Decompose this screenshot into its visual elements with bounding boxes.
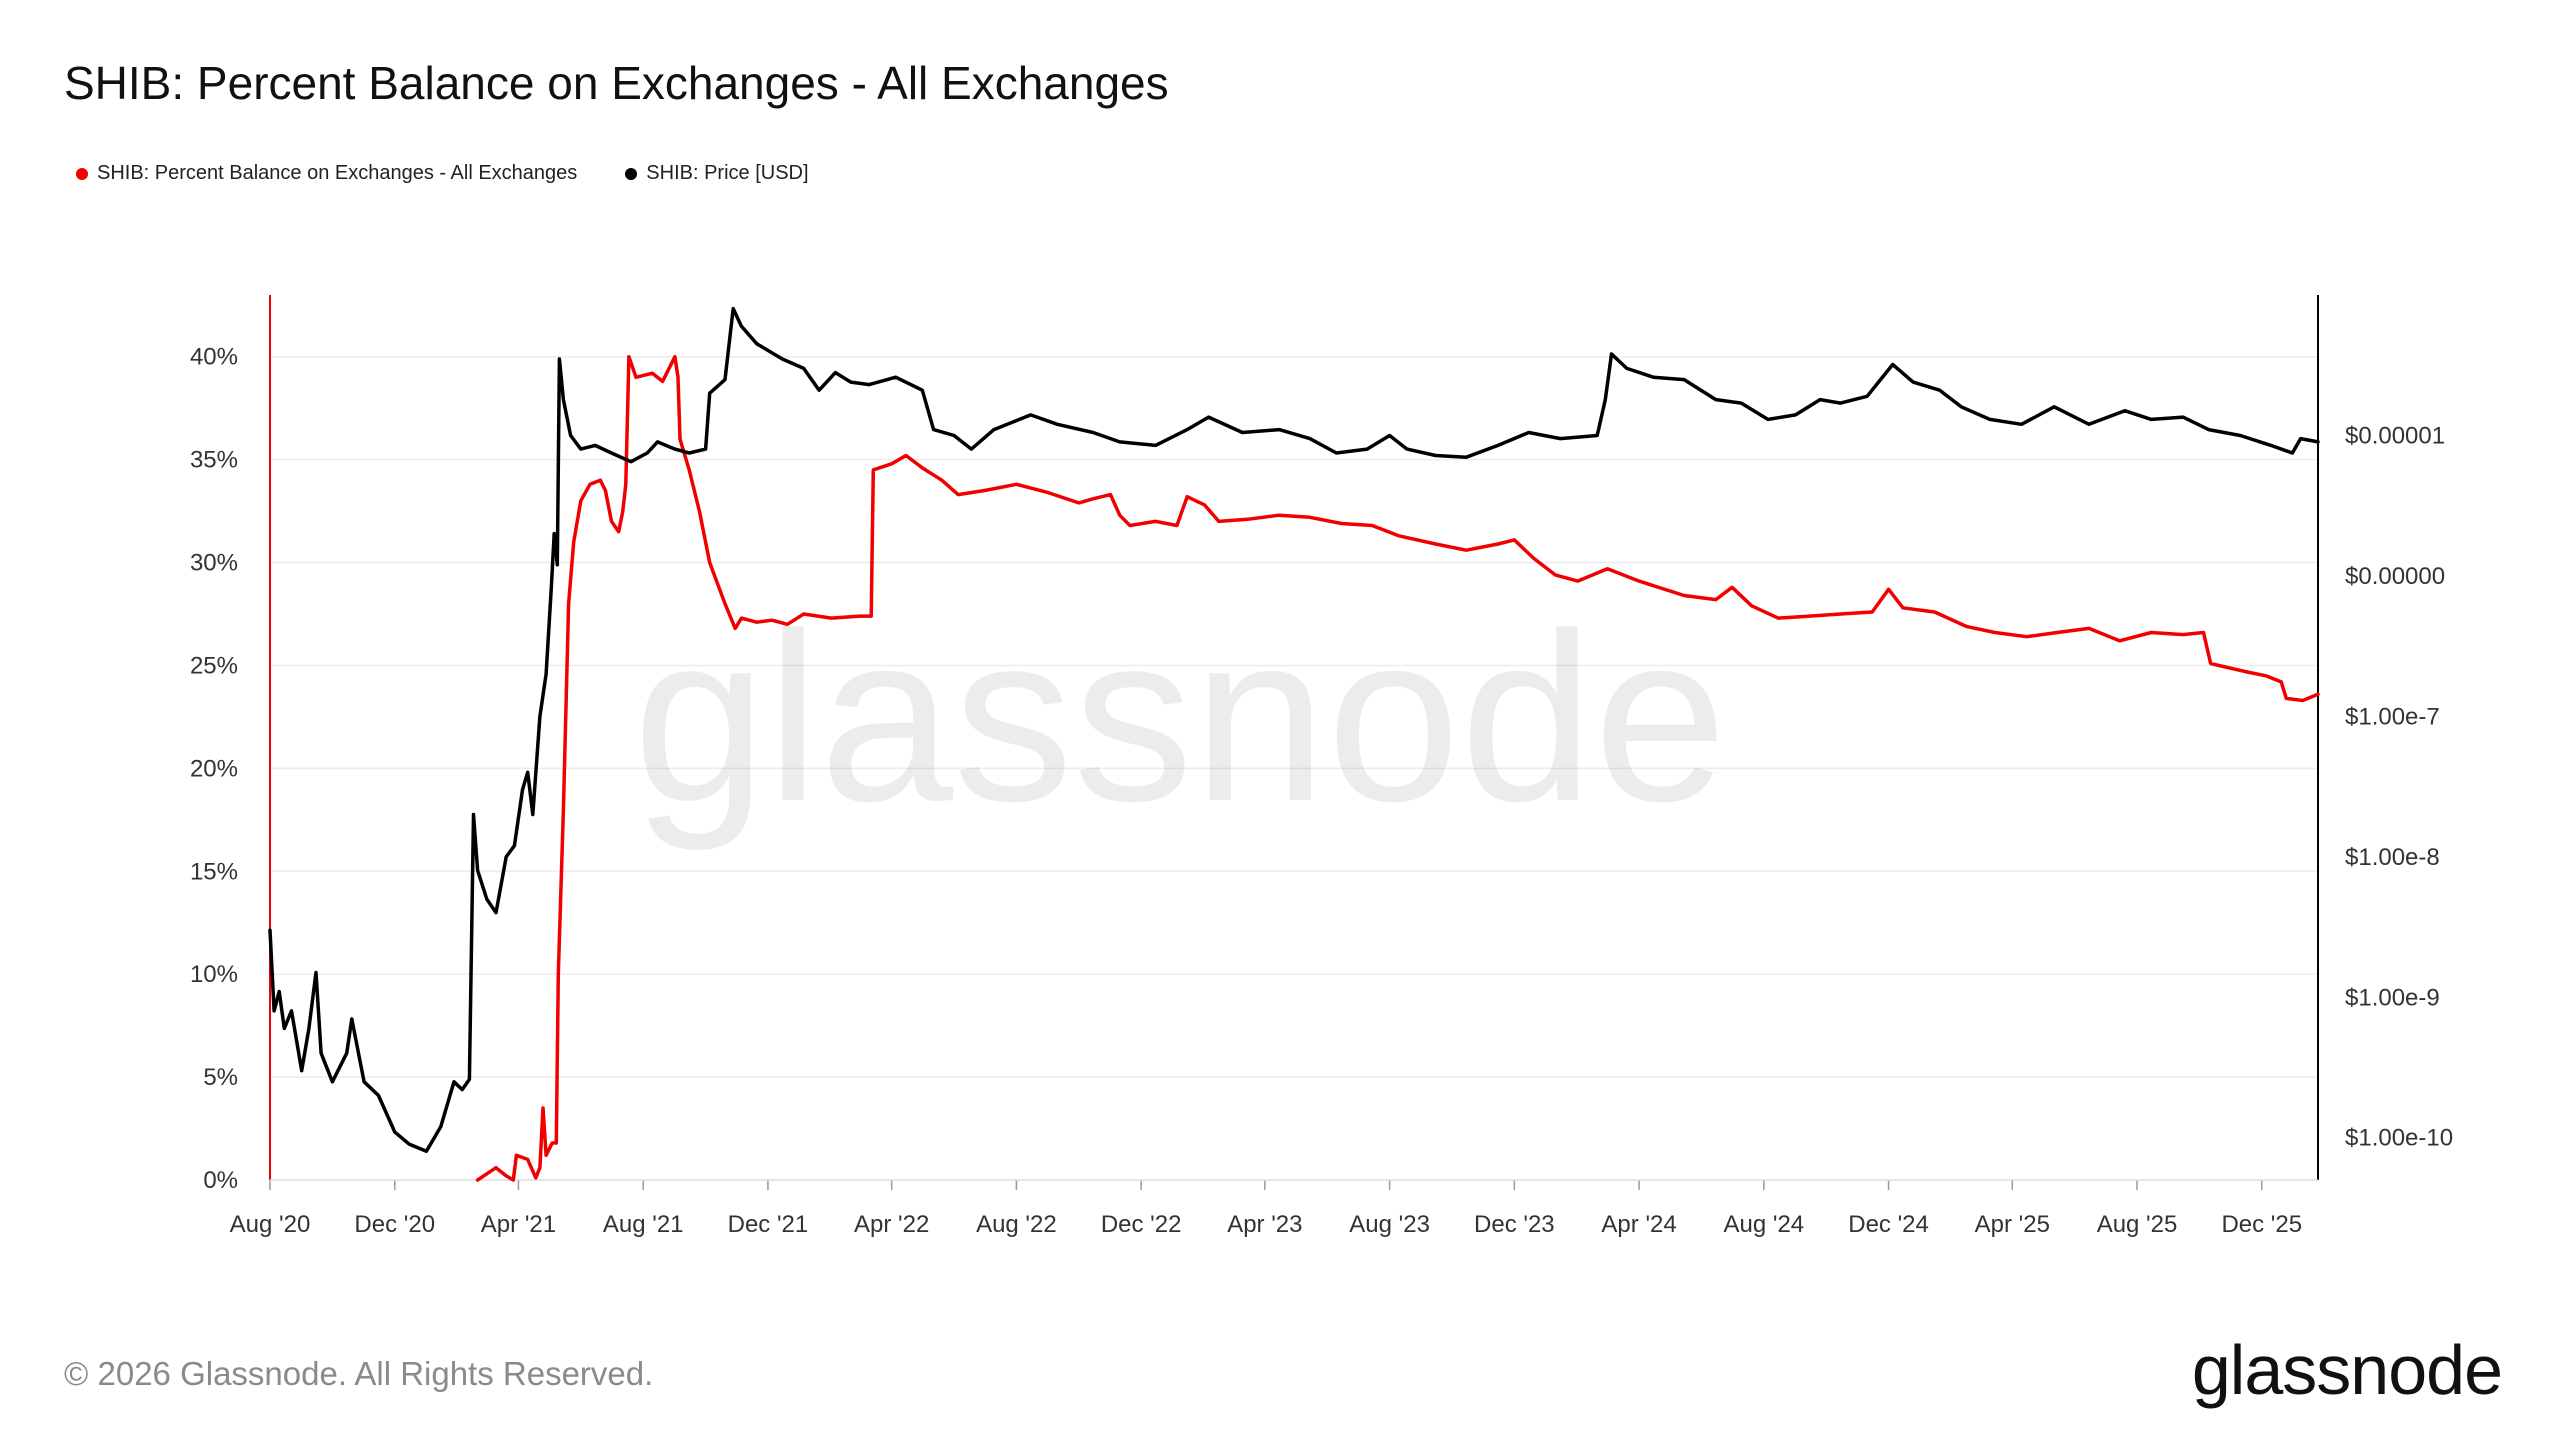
x-tick-label: Aug '23 [1349, 1211, 1430, 1238]
legend-label-balance: SHIB: Percent Balance on Exchanges - All… [97, 162, 578, 184]
x-tick-label: Apr '25 [1975, 1211, 2050, 1238]
y-right-tick-label: $1.00e-8 [2345, 844, 2440, 871]
y-left-tick-label: 40% [190, 344, 238, 371]
y-left-tick-label: 5% [203, 1064, 238, 1091]
watermark-text: glassnode [633, 583, 1727, 851]
y-right-tick-label: $1.00e-7 [2345, 703, 2440, 730]
chart-legend: SHIB: Percent Balance on Exchanges - All… [76, 162, 809, 185]
x-tick-label: Aug '22 [976, 1211, 1057, 1238]
y-right-tick-label: $0.00001 [2345, 422, 2445, 449]
right-axis-tick-labels: $0.00001 $0.00000 $1.00e-7 $1.00e-8 $1.00e-9… [2345, 422, 2453, 1151]
series-lines [268, 306, 2320, 1182]
x-tick-label: Aug '20 [230, 1211, 311, 1238]
x-tick-label: Aug '25 [2097, 1211, 2178, 1238]
x-tick-label: Dec '25 [2221, 1211, 2302, 1238]
x-axis-tick-labels: Aug '20 Dec '20 Apr '21 Aug '21 Dec '21 Apr '… [230, 1211, 2302, 1238]
series-line-price [268, 306, 2320, 1154]
y-left-tick-label: 30% [190, 550, 238, 577]
legend-item-balance[interactable]: SHIB: Percent Balance on Exchanges - All… [76, 162, 577, 185]
y-left-tick-label: 15% [190, 858, 238, 885]
x-tick-label: Dec '24 [1848, 1211, 1929, 1238]
copyright-text: © 2026 Glassnode. All Rights Reserved. [64, 1355, 654, 1392]
x-tick-label: Aug '21 [603, 1211, 684, 1238]
x-tick-label: Dec '22 [1101, 1211, 1182, 1238]
x-tick-label: Apr '23 [1227, 1211, 1302, 1238]
y-right-tick-label: $1.00e-9 [2345, 984, 2440, 1011]
x-tick-label: Dec '20 [354, 1211, 435, 1238]
legend-item-price[interactable]: SHIB: Price [USD] [625, 162, 809, 185]
y-left-tick-label: 35% [190, 447, 238, 474]
x-tick-label: Apr '24 [1601, 1211, 1676, 1238]
y-left-tick-label: 25% [190, 652, 238, 679]
x-tick-label: Apr '21 [481, 1211, 556, 1238]
legend-label-price: SHIB: Price [USD] [646, 162, 809, 184]
y-left-tick-label: 20% [190, 755, 238, 782]
y-right-tick-label: $0.00000 [2345, 563, 2445, 590]
x-tick-label: Dec '23 [1474, 1211, 1555, 1238]
x-tick-label: Apr '22 [854, 1211, 929, 1238]
left-axis-tick-labels: 0% 5% 10% 15% 20% 25% 30% 35% 40% [190, 344, 238, 1194]
x-tick-label: Aug '24 [1723, 1211, 1804, 1238]
y-left-tick-label: 10% [190, 961, 238, 988]
y-left-tick-label: 0% [203, 1167, 238, 1194]
legend-dot-red-icon [76, 167, 88, 180]
legend-dot-black-icon [625, 167, 638, 180]
series-line-balance [475, 354, 2320, 1182]
chart-title: SHIB: Percent Balance on Exchanges - All… [64, 57, 1169, 109]
brand-logo-text: glassnode [2191, 1331, 2503, 1409]
y-right-tick-label: $1.00e-10 [2345, 1125, 2453, 1152]
x-tick-label: Dec '21 [728, 1211, 809, 1238]
